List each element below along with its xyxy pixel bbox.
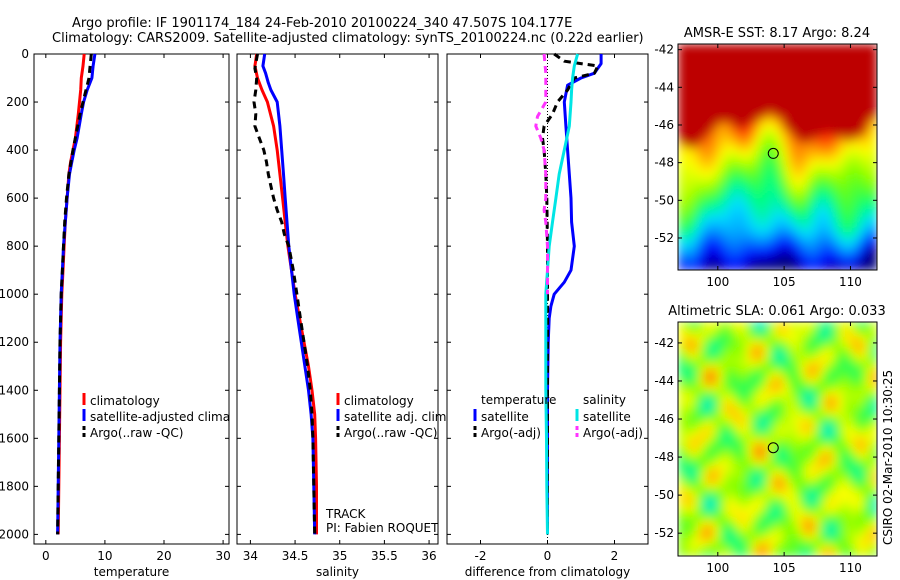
header-line1: Argo profile: IF 1901174_184 24-Feb-2010… (72, 16, 572, 31)
map-y-tick-label: -52 (654, 231, 674, 245)
x-tick-label: 36 (421, 549, 436, 563)
map-frame (677, 43, 878, 271)
x-tick-label: 34.5 (282, 549, 309, 563)
series-line-2 (541, 52, 600, 535)
sla-map (678, 322, 877, 556)
x-tick-label: 2 (611, 549, 619, 563)
map-y-tick-label: -46 (654, 412, 674, 426)
credit-stamp: CSIRO 02-Mar-2010 10:30:25 (881, 370, 895, 545)
map-x-tick-label: 110 (839, 275, 862, 289)
argo-position-marker (767, 147, 779, 159)
series-line-3 (252, 53, 317, 535)
series-line-3 (544, 53, 580, 535)
sst-map-axes: 100 105 110 -42 -44 -46 -48 -50 -52 (654, 43, 878, 289)
map-x-tick-label: 110 (839, 561, 862, 575)
x-tick-label: 35 (332, 549, 347, 563)
y-tick-label: 1400 (0, 383, 29, 397)
x-tick-label: 34 (243, 549, 258, 563)
map-x-tick-label: 100 (706, 275, 729, 289)
sla-map-title: Altimetric SLA: 0.061 Argo: 0.033 (668, 304, 885, 319)
legend-label: Argo(..raw -QC) (90, 426, 183, 440)
map-y-tick-label: -44 (654, 80, 674, 94)
x-axis-label: difference from climatology (465, 565, 631, 579)
x-tick-label: 30 (215, 549, 230, 563)
y-tick-label: 400 (6, 143, 29, 157)
map-y-tick-label: -42 (654, 43, 674, 57)
y-tick-label: 2000 (0, 527, 29, 541)
temperature-panel: 0 10 20 30 0 200 400 600 800 1000 1200 1400 1600 1800… (0, 47, 268, 579)
series-line-3 (56, 53, 93, 535)
x-axis-label: salinity (316, 565, 359, 579)
y-tick-label: 600 (6, 191, 29, 205)
map-y-tick-label: -50 (654, 488, 674, 502)
header-line2: Climatology: CARS2009. Satellite-adjuste… (52, 31, 644, 46)
legend-title-temperature: temperature (481, 393, 556, 407)
plot-frame (236, 53, 439, 545)
y-tick-label: 1000 (0, 287, 29, 301)
sst-map (678, 44, 877, 270)
map-y-tick-label: -46 (654, 118, 674, 132)
map-x-tick-label: 105 (773, 275, 796, 289)
y-tick-label: 1200 (0, 335, 29, 349)
sst-field (678, 44, 877, 270)
plot-frame (33, 53, 230, 545)
map-y-tick-label: -48 (654, 156, 674, 170)
legend-label: satellite adj. clim. (344, 410, 450, 424)
legend-label: Argo(..raw -QC) (344, 426, 437, 440)
legend-label: climatology (90, 394, 160, 408)
x-tick-label: 0 (544, 549, 552, 563)
sla-map-axes: 100 105 110 -42 -44 -46 -48 -50 -52 (654, 321, 878, 575)
difference-panel: -2 0 2 difference from climatology temperatu… (446, 52, 649, 579)
series-line-4 (534, 53, 549, 295)
x-tick-label: 10 (97, 549, 112, 563)
y-tick-label: 1800 (0, 479, 29, 493)
map-x-tick-label: 105 (773, 561, 796, 575)
legend-label: Argo(-adj) (583, 426, 643, 440)
legend-label: climatology (344, 394, 414, 408)
x-axis-label: temperature (94, 565, 169, 579)
x-tick-label: 35.5 (371, 549, 398, 563)
y-tick-label: 1600 (0, 431, 29, 445)
map-y-tick-label: -52 (654, 526, 674, 540)
legend-mask (229, 390, 237, 440)
map-y-tick-label: -50 (654, 193, 674, 207)
argo-position-marker (767, 442, 779, 454)
x-tick-label: -2 (475, 549, 487, 563)
legend-label: Argo(-adj) (481, 426, 541, 440)
map-frame (677, 321, 878, 557)
sla-field (678, 322, 877, 556)
y-tick-label: 800 (6, 239, 29, 253)
y-tick-label: 200 (6, 95, 29, 109)
salinity-panel: 34 34.5 35 35.5 36 salinity climatology satelli… (236, 53, 450, 579)
legend-label: satellite-adjusted climatology (90, 410, 268, 424)
map-x-tick-label: 100 (706, 561, 729, 575)
map-y-tick-label: -48 (654, 450, 674, 464)
y-tick-label: 0 (21, 47, 29, 61)
pi-label: PI: Fabien ROQUET (326, 521, 439, 535)
map-y-tick-label: -42 (654, 336, 674, 350)
legend-label: satellite (583, 410, 631, 424)
series-line-2 (261, 53, 317, 535)
x-tick-label: 20 (156, 549, 171, 563)
x-tick-label: 0 (42, 549, 50, 563)
track-label: TRACK (325, 507, 367, 521)
legend-label: satellite (481, 410, 529, 424)
legend-title-salinity: salinity (583, 393, 626, 407)
map-y-tick-label: -44 (654, 374, 674, 388)
sst-map-title: AMSR-E SST: 8.17 Argo: 8.24 (684, 26, 870, 41)
